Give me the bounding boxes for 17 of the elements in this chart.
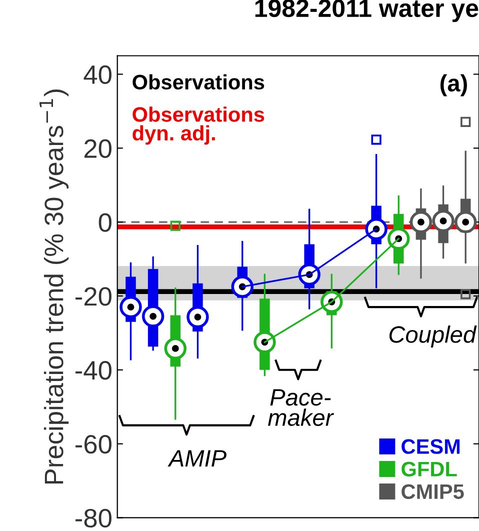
y-tick-label: -60 (76, 434, 112, 454)
y-tick-label: -40 (76, 361, 112, 380)
y-axis-title: Precipitation trend (% 30 years$^{−1}$) (40, 90, 69, 484)
ref-line-label: Observations (132, 74, 264, 90)
y-tick-label: 40 (84, 65, 112, 84)
annotation: Pace- maker (268, 389, 334, 426)
annotation: AMIP (168, 450, 226, 466)
ref-line-label: Observations dyn. adj. (132, 106, 264, 145)
y-tick-label: -80 (76, 508, 112, 528)
y-tick-label: -20 (76, 287, 112, 306)
legend-label: CESM (402, 439, 460, 454)
annotation: Coupled (389, 326, 477, 348)
legend-label: GFDL (402, 462, 457, 476)
y-tick-label: 20 (84, 139, 112, 158)
annotation: (a) (440, 74, 467, 96)
y-tick-label: 0 (98, 213, 112, 232)
legend-label: CMIP5 (402, 484, 464, 500)
